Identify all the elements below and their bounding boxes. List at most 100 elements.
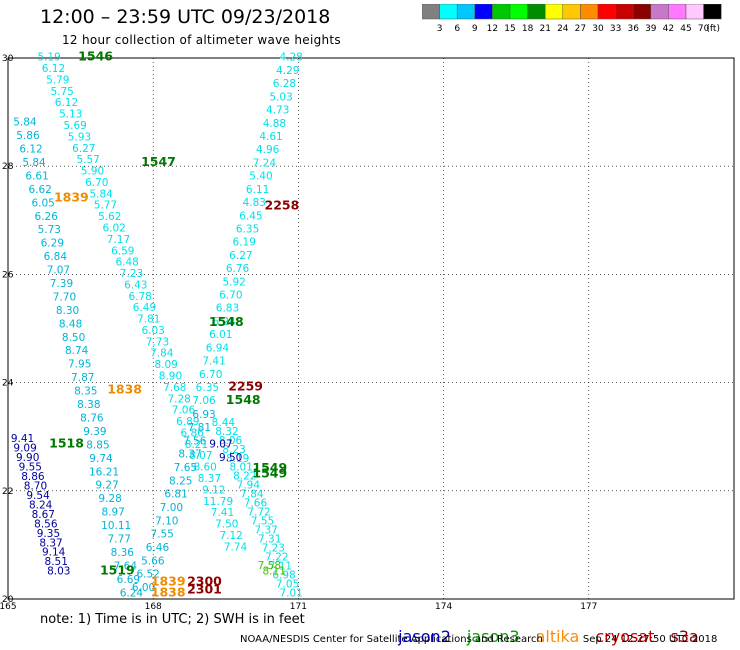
wave-height-value: 6.61 [25, 170, 48, 182]
wave-height-value: 7.50 [215, 519, 238, 531]
lon-tick-label: 168 [145, 602, 162, 610]
wave-height-value: 6.76 [226, 263, 250, 275]
wave-height-value: 7.24 [253, 157, 277, 169]
colorbar-labels: 3 6 9 12 15 18 21 24 27 30 33 36 39 42 45 70(ft) [437, 24, 720, 34]
wave-height-value: 6.43 [124, 279, 147, 291]
wave-height-value: 7.55 [150, 529, 173, 541]
wave-height-value: 8.36 [111, 547, 135, 559]
wave-height-value: 4.96 [256, 144, 280, 156]
wave-height-value: 6.70 [199, 369, 222, 381]
wave-height-value: 7.39 [50, 278, 73, 290]
colorbar-label: 39 [645, 24, 657, 34]
wave-height-value: 7.06 [192, 395, 216, 407]
wave-height-value: 6.27 [229, 250, 252, 262]
wave-height-value: 9.27 [95, 480, 118, 492]
wave-height-value: 4.73 [266, 105, 289, 117]
wave-height-value: 9.50 [219, 452, 242, 464]
wave-height-value: 9.55 [19, 462, 42, 474]
wave-height-value: 8.32 [215, 426, 238, 438]
wave-height-value: 7.41 [211, 507, 234, 519]
pass-time-label: 1549 [252, 465, 287, 480]
pass-time-label: 2258 [265, 197, 300, 212]
colorbar-label: 70 [698, 24, 710, 34]
legend-s3a: s3a [670, 627, 699, 646]
wave-height-value: 8.07 [189, 450, 212, 462]
colorbar-label: 15 [504, 24, 515, 34]
wave-height-value: 5.66 [141, 555, 165, 567]
wave-height-value: 6.12 [42, 63, 65, 75]
map-gridlines [8, 58, 734, 599]
timestamp-text: Sep 24 12:27:50 UTC 2018 [582, 634, 718, 645]
wave-height-value: 7.84 [240, 489, 264, 501]
wave-height-value: 7.68 [163, 382, 186, 394]
wave-height-value: 5.86 [16, 130, 40, 142]
pass-time-label: 1839 [151, 573, 186, 588]
pass-time-label: 1547 [141, 154, 176, 169]
wave-height-value: 6.45 [239, 210, 262, 222]
wave-height-value: 5.62 [98, 211, 121, 223]
wave-height-value: 10.11 [101, 520, 131, 532]
wave-height-value: 8.03 [47, 566, 70, 578]
wave-height-value: 5.93 [68, 131, 91, 143]
wave-height-value: 6.02 [102, 222, 125, 234]
wave-height-value: 6.27 [72, 143, 95, 155]
pass-time-label: 1838 [151, 584, 186, 599]
colorbar-label: 30 [592, 24, 604, 34]
wave-height-value: 7.41 [202, 356, 225, 368]
colorbar: 3 6 9 12 15 18 21 24 27 30 33 36 39 42 45 70(ft) [422, 4, 722, 34]
wave-height-value: 7.28 [167, 393, 190, 405]
wave-height-value: 7.72 [247, 507, 270, 519]
colorbar-label: 6 [454, 24, 460, 34]
wave-height-value: 6.49 [133, 302, 156, 314]
altimeter-tracks: 5.196.125.795.756.125.135.695.936.275.57… [11, 52, 303, 600]
wave-height-value: 7.00 [160, 502, 183, 514]
wave-height-value: 7.23 [262, 542, 285, 554]
wave-height-value: 8.74 [65, 345, 89, 357]
wave-height-value: 8.97 [101, 507, 124, 519]
wave-height-value: 6.19 [233, 237, 256, 249]
lon-tick-label: 174 [435, 602, 452, 610]
satellite-legend: jason2 jason3 altika cryosat s3a [388, 608, 715, 646]
wave-height-value: 6.84 [44, 251, 68, 263]
wave-height-value: 9.39 [83, 426, 106, 438]
wave-height-value: 5.84 [89, 188, 113, 200]
wave-height-value: 7.64 [114, 560, 138, 572]
wave-height-value: 9.54 [26, 490, 50, 502]
wave-height-value: 6.28 [273, 78, 296, 90]
lat-tick-label: 28 [2, 162, 14, 172]
lon-tick-label: 165 [0, 602, 17, 610]
wave-height-value: 7.11 [269, 560, 292, 572]
wave-height-value: 8.90 [159, 371, 182, 383]
wave-height-value: 6.70 [85, 177, 108, 189]
wave-height-value: 4.28 [279, 52, 302, 64]
wave-height-value: 5.40 [249, 171, 272, 183]
wave-height-value: 11.79 [203, 496, 233, 508]
wave-height-value: 6.98 [272, 569, 295, 581]
wave-height-value: 8.01 [230, 462, 253, 474]
wave-height-value: 7.58 [258, 560, 281, 572]
colorbar-label: 12 [487, 24, 498, 34]
wave-height-value: 8.25 [169, 475, 192, 487]
lat-tick-label: 22 [2, 487, 13, 497]
wave-height-value: 7.74 [224, 541, 248, 553]
wave-height-value: 6.89 [176, 416, 199, 428]
pass-time-label: 1548 [209, 314, 244, 329]
pass-time-label: 2259 [228, 379, 263, 394]
wave-height-value: 6.83 [216, 303, 239, 315]
colorbar-label: 36 [627, 24, 639, 34]
wave-height-value: 5.13 [59, 109, 82, 121]
footer-credit-line: NOAA/NESDIS Center for Satellite Applica… [240, 634, 717, 645]
wave-height-value: 5.69 [63, 120, 86, 132]
wave-height-value: 7.87 [71, 372, 94, 384]
chart-subtitle: 12 hour collection of altimeter wave hei… [62, 33, 341, 47]
wave-height-value: 6.78 [128, 291, 151, 303]
wave-height-value: 8.50 [62, 332, 85, 344]
wave-height-value: 9.41 [11, 433, 34, 445]
wave-height-value: 9.12 [202, 484, 225, 496]
units-note: note: 1) Time is in UTC; 2) SWH is in fe… [40, 612, 305, 627]
wave-height-value: 6.26 [35, 211, 59, 223]
legend-altika: altika [535, 627, 580, 646]
colorbar-unit: (ft) [706, 24, 720, 34]
wave-height-value: 8.11 [263, 566, 286, 578]
wave-height-value: 7.94 [237, 480, 261, 492]
